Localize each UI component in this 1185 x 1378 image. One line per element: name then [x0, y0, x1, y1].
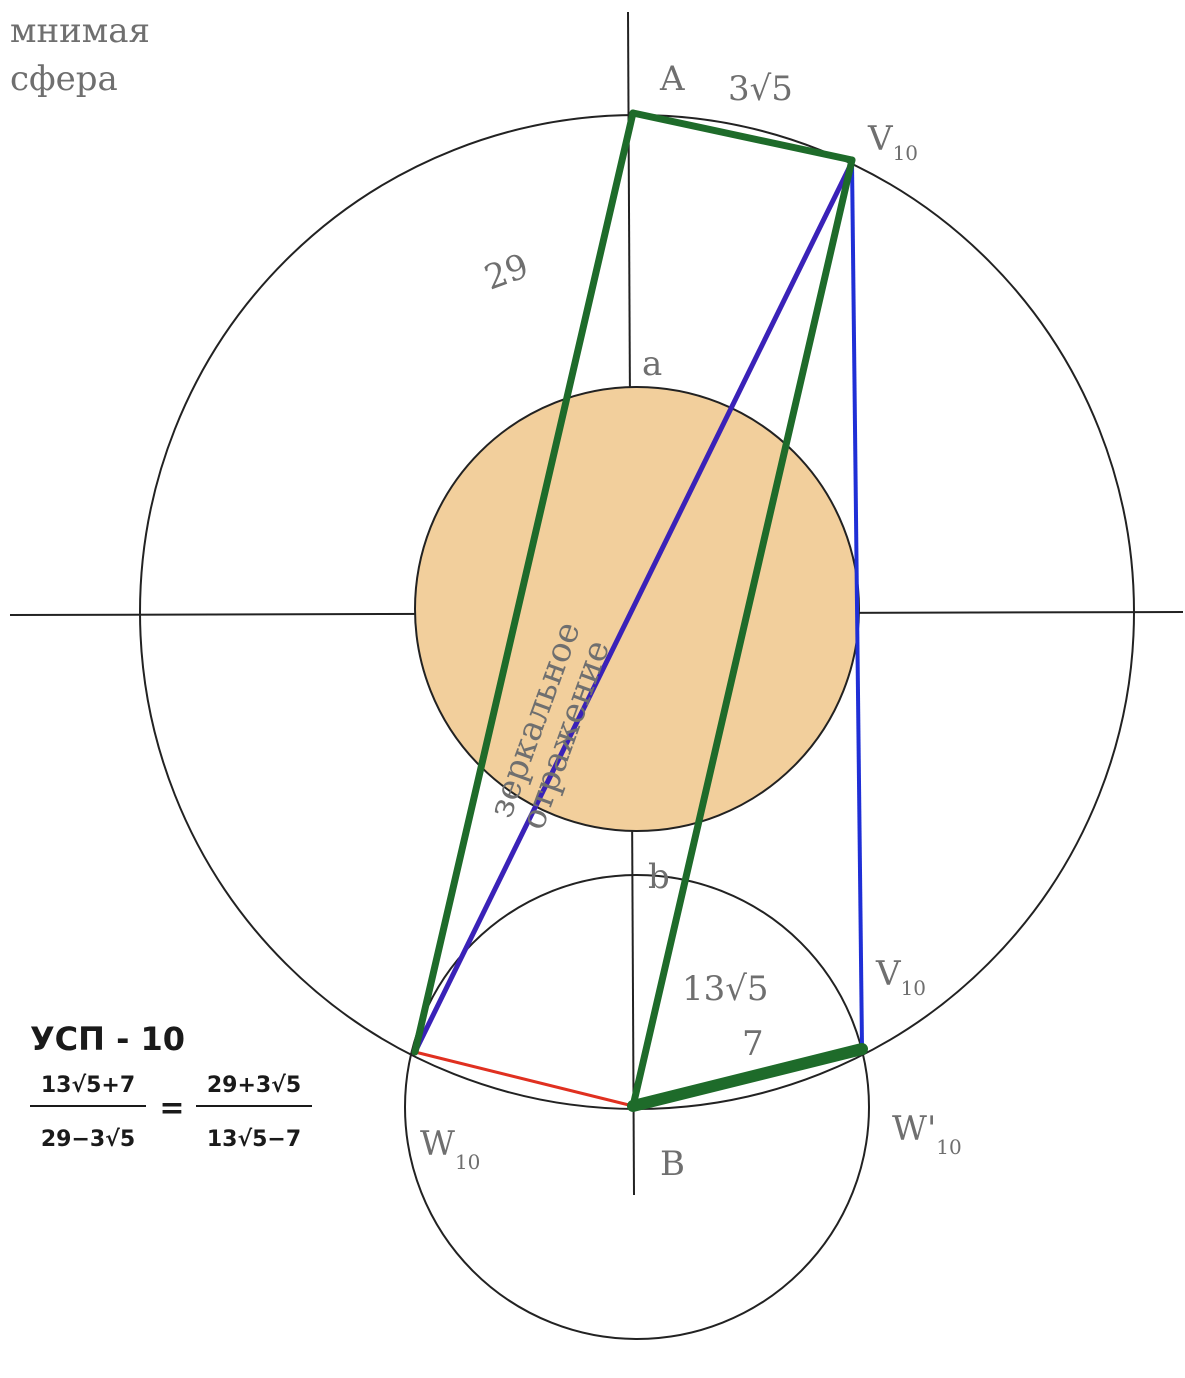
left-denominator: 29−3√5: [41, 1127, 135, 1152]
label-7: 7: [742, 1024, 764, 1064]
equals: =: [159, 1091, 184, 1126]
label-b: B: [660, 1144, 685, 1184]
label-3sqrt5: 3√5: [728, 69, 793, 109]
title: УСП - 10: [30, 1020, 185, 1058]
right-denominator: 13√5−7: [207, 1127, 301, 1152]
right-numerator: 29+3√5: [207, 1073, 301, 1098]
label-point-a: a: [642, 344, 662, 384]
label-a-top: A: [659, 59, 685, 99]
note-line2: сфера: [10, 59, 118, 99]
note-line1: мнимая: [10, 11, 150, 51]
diagram: мнимая сфера A 3√5 V10 29 a b зеркальное…: [0, 0, 1185, 1378]
label-13sqrt5: 13√5: [682, 969, 769, 1009]
label-point-b: b: [648, 857, 670, 897]
left-numerator: 13√5+7: [41, 1073, 135, 1098]
